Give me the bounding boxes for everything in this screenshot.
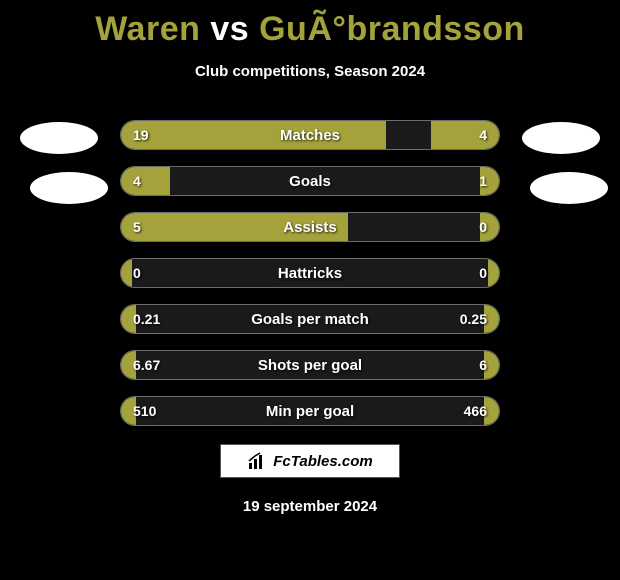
stat-fill-left: [121, 167, 170, 195]
stat-row: 4 1Goals: [120, 166, 500, 196]
stat-label: Shots per goal: [121, 351, 499, 379]
stat-row: 50Assists: [120, 212, 500, 242]
stat-value-left: 6.67: [133, 351, 160, 379]
stat-row: 510 466Min per goal: [120, 396, 500, 426]
stat-value-right: 1: [479, 167, 487, 195]
comparison-title: Waren vs GuÃ°brandsson: [0, 0, 620, 49]
stats-container: 194Matches41Goals50Assists00Hattricks0.2…: [120, 120, 500, 426]
brand-logo[interactable]: FcTables.com: [220, 444, 400, 478]
stat-value-right: 0: [479, 213, 487, 241]
stat-fill-left: [121, 213, 348, 241]
stat-value-right: 0.25: [460, 305, 487, 333]
stat-fill-left: [121, 259, 132, 287]
player2-name: GuÃ°brandsson: [259, 10, 525, 48]
stat-fill-right: [431, 121, 499, 149]
stat-value-right: 0: [479, 259, 487, 287]
stat-fill-right: [488, 259, 499, 287]
player1-name: Waren: [95, 10, 200, 48]
stat-value-left: 0.21: [133, 305, 160, 333]
stat-value-left: 510: [133, 397, 156, 425]
stat-value-right: 6: [479, 351, 487, 379]
chart-icon: [247, 451, 267, 471]
stat-label: Hattricks: [121, 259, 499, 287]
stat-value-left: 19: [133, 121, 149, 149]
subtitle: Club competitions, Season 2024: [0, 63, 620, 80]
footer-date: 19 september 2024: [0, 498, 620, 515]
stat-row: 0 0Hattricks: [120, 258, 500, 288]
player2-avatar: [522, 122, 600, 154]
player2-avatar-shadow: [530, 172, 608, 204]
stat-row: 0.21 0.25Goals per match: [120, 304, 500, 334]
vs-text: vs: [210, 10, 249, 48]
stat-row: 6.67 6Shots per goal: [120, 350, 500, 380]
stat-value-left: 5: [133, 213, 141, 241]
stat-value-left: 4: [133, 167, 141, 195]
stat-fill-left: [121, 121, 386, 149]
stat-label: Min per goal: [121, 397, 499, 425]
stat-value-right: 4: [479, 121, 487, 149]
player1-avatar: [20, 122, 98, 154]
stat-value-right: 466: [464, 397, 487, 425]
brand-text: FcTables.com: [273, 453, 372, 470]
stat-value-left: 0: [133, 259, 141, 287]
stat-label: Goals per match: [121, 305, 499, 333]
stat-row: 194Matches: [120, 120, 500, 150]
stat-label: Goals: [121, 167, 499, 195]
player1-avatar-shadow: [30, 172, 108, 204]
